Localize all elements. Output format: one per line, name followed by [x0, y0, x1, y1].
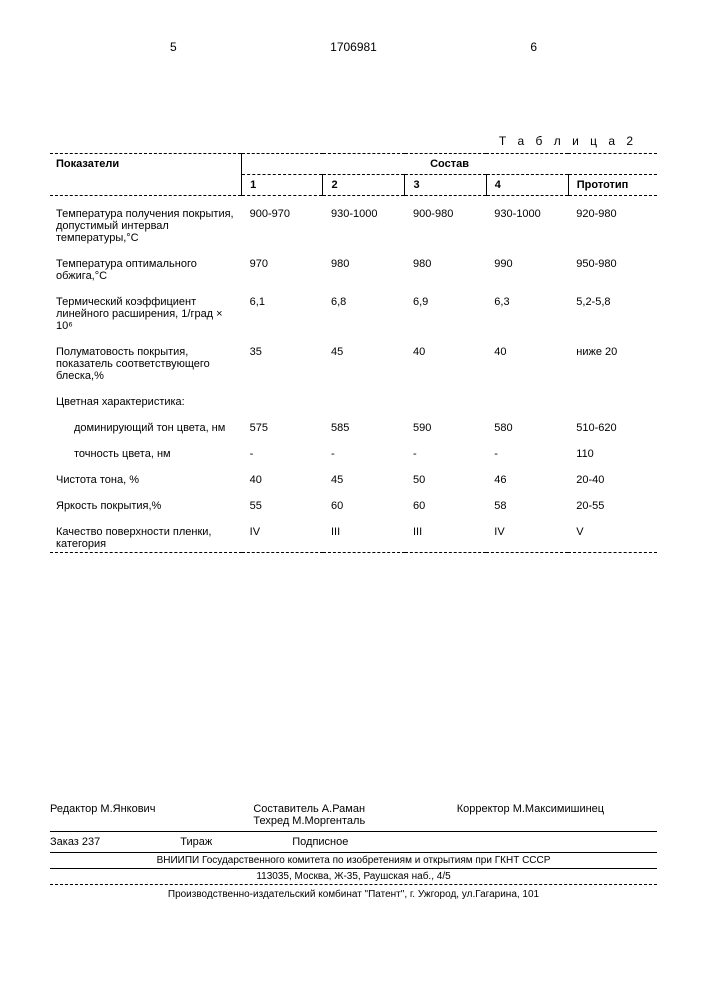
cell: 35 — [242, 334, 323, 384]
cell: IV — [242, 514, 323, 553]
row-label: точность цвета, нм — [50, 436, 242, 462]
page-num-left: 5 — [170, 40, 177, 54]
cell: 585 — [323, 410, 405, 436]
cell — [486, 384, 568, 410]
cell — [323, 384, 405, 410]
cell: 40 — [405, 334, 486, 384]
cell: 930-1000 — [323, 196, 405, 247]
row-label: Цветная характеристика: — [50, 384, 242, 410]
row-label: Термический коэффициент линейного расшир… — [50, 284, 242, 334]
cell: - — [405, 436, 486, 462]
cell: ниже 20 — [568, 334, 657, 384]
cell: 990 — [486, 246, 568, 284]
cell: 20-55 — [568, 488, 657, 514]
corrector: Корректор М.Максимишинец — [457, 803, 657, 827]
row-label: Яркость покрытия,% — [50, 488, 242, 514]
cell: 50 — [405, 462, 486, 488]
cell: 900-980 — [405, 196, 486, 247]
cell: 55 — [242, 488, 323, 514]
cell: 970 — [242, 246, 323, 284]
cell: 590 — [405, 410, 486, 436]
data-table: Показатели Состав 1234Прототип Температу… — [50, 153, 657, 561]
row-label: Температура получения покрытия, допустим… — [50, 196, 242, 247]
cell: 900-970 — [242, 196, 323, 247]
cell: 6,3 — [486, 284, 568, 334]
editor: Редактор М.Янкович — [50, 803, 250, 827]
col-header-label: Показатели — [50, 154, 242, 196]
cell: 58 — [486, 488, 568, 514]
cell: 5,2-5,8 — [568, 284, 657, 334]
printer-line: Производственно-издательский комбинат "П… — [50, 885, 657, 900]
cell: 920-980 — [568, 196, 657, 247]
cell: 60 — [323, 488, 405, 514]
page-num-right: 6 — [530, 40, 537, 54]
cell: 580 — [486, 410, 568, 436]
row-label: Температура оптимального обжига,°С — [50, 246, 242, 284]
cell: - — [242, 436, 323, 462]
col-group-header: Состав — [242, 154, 657, 175]
cell: 6,9 — [405, 284, 486, 334]
cell: 45 — [323, 462, 405, 488]
techred: Техред М.Моргенталь — [253, 815, 453, 827]
footer-block: Редактор М.Янкович Составитель А.Раман Т… — [50, 799, 657, 900]
cell: 6,1 — [242, 284, 323, 334]
subscribed: Подписное — [292, 836, 348, 848]
cell: 980 — [405, 246, 486, 284]
cell — [568, 384, 657, 410]
row-label: Полуматовость покрытия, показатель соотв… — [50, 334, 242, 384]
cell: 40 — [486, 334, 568, 384]
cell: - — [486, 436, 568, 462]
cell: V — [568, 514, 657, 553]
cell — [405, 384, 486, 410]
page-header: 5 1706981 6 — [50, 40, 657, 54]
cell: 60 — [405, 488, 486, 514]
cell: 510-620 — [568, 410, 657, 436]
cell: 46 — [486, 462, 568, 488]
cell: 950-980 — [568, 246, 657, 284]
col-header-4: Прототип — [568, 175, 657, 196]
table-title: Т а б л и ц а 2 — [50, 134, 657, 148]
row-label: доминирующий тон цвета, нм — [50, 410, 242, 436]
cell: 45 — [323, 334, 405, 384]
cell: 40 — [242, 462, 323, 488]
tirage: Тираж — [180, 836, 212, 848]
institute: ВНИИПИ Государственного комитета по изоб… — [50, 853, 657, 869]
institute-address: 113035, Москва, Ж-35, Раушская наб., 4/5 — [50, 869, 657, 885]
cell: - — [323, 436, 405, 462]
compiler: Составитель А.Раман — [253, 803, 453, 815]
doc-number: 1706981 — [330, 40, 377, 54]
row-label: Качество поверхности пленки, категория — [50, 514, 242, 553]
cell: IV — [486, 514, 568, 553]
row-label: Чистота тона, % — [50, 462, 242, 488]
order-number: Заказ 237 — [50, 836, 100, 848]
cell: III — [405, 514, 486, 553]
cell: III — [323, 514, 405, 553]
cell: 930-1000 — [486, 196, 568, 247]
cell: 110 — [568, 436, 657, 462]
cell: 980 — [323, 246, 405, 284]
col-header-0: 1 — [242, 175, 323, 196]
cell — [242, 384, 323, 410]
cell: 20-40 — [568, 462, 657, 488]
col-header-2: 3 — [405, 175, 486, 196]
col-header-1: 2 — [323, 175, 405, 196]
cell: 575 — [242, 410, 323, 436]
cell: 6,8 — [323, 284, 405, 334]
col-header-3: 4 — [486, 175, 568, 196]
